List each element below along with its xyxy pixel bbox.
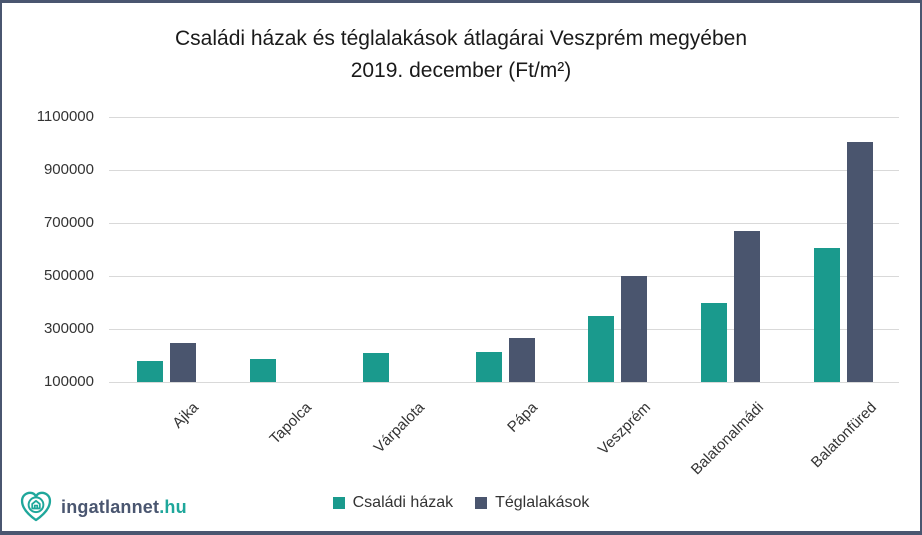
bar-csaladi-hazak-varpalota xyxy=(362,352,389,382)
gridline xyxy=(109,276,899,277)
bar-csaladi-hazak-veszprem xyxy=(588,315,615,382)
plot-area: Ajka Tapolca Várpalota Pápa Veszprém Balatona… xyxy=(109,117,899,478)
gridline xyxy=(109,117,899,118)
gridline xyxy=(109,170,899,171)
legend-label: Családi házak xyxy=(352,494,454,511)
y-axis-tick-label: 500000 xyxy=(43,267,94,284)
chart-title: Családi házak és téglalakások átlagárai … xyxy=(2,23,920,87)
bar-csaladi-hazak-papa xyxy=(475,352,502,382)
y-axis-tick-label: 100000 xyxy=(43,373,94,390)
chart-title-line1: Családi házak és téglalakások átlagárai … xyxy=(175,27,747,50)
bar-csaladi-hazak-balatonfured xyxy=(814,248,841,382)
bar-teglalakasok-papa xyxy=(508,338,535,382)
legend-label: Téglalakások xyxy=(495,494,590,511)
legend-item-csaladi-hazak: Családi házak xyxy=(332,494,454,512)
y-axis-tick-label: 900000 xyxy=(43,161,94,178)
bar-csaladi-hazak-tapolca xyxy=(249,359,276,382)
legend-swatch-csaladi-hazak xyxy=(332,497,345,509)
logo-text-suffix: .hu xyxy=(159,496,187,517)
logo-text: ingatlannet.hu xyxy=(61,497,187,518)
legend-swatch-teglalakasok xyxy=(475,497,488,509)
gridline xyxy=(109,382,899,383)
legend: Családi házak Téglalakások xyxy=(2,494,920,512)
gridline xyxy=(109,223,899,224)
bar-teglalakasok-ajka xyxy=(170,342,196,382)
bar-csaladi-hazak-balatonalmadi xyxy=(701,302,728,382)
bar-teglalakasok-balatonalmadi xyxy=(734,231,761,382)
chart-title-line2: 2019. december (Ft/m²) xyxy=(350,59,572,82)
bar-csaladi-hazak-ajka xyxy=(137,360,163,382)
logo-text-main: ingatlannet xyxy=(61,496,160,517)
gridline xyxy=(109,329,899,330)
bar-teglalakasok-balatonfured xyxy=(847,142,874,382)
bar-teglalakasok-veszprem xyxy=(621,276,648,382)
y-axis-tick-label: 300000 xyxy=(43,320,94,337)
heart-house-icon xyxy=(18,489,54,525)
y-axis-tick-label: 700000 xyxy=(43,214,94,231)
logo[interactable]: ingatlannet.hu xyxy=(18,489,187,525)
y-axis-tick-label: 1100000 xyxy=(36,108,94,125)
legend-item-teglalakasok: Téglalakások xyxy=(475,494,589,512)
